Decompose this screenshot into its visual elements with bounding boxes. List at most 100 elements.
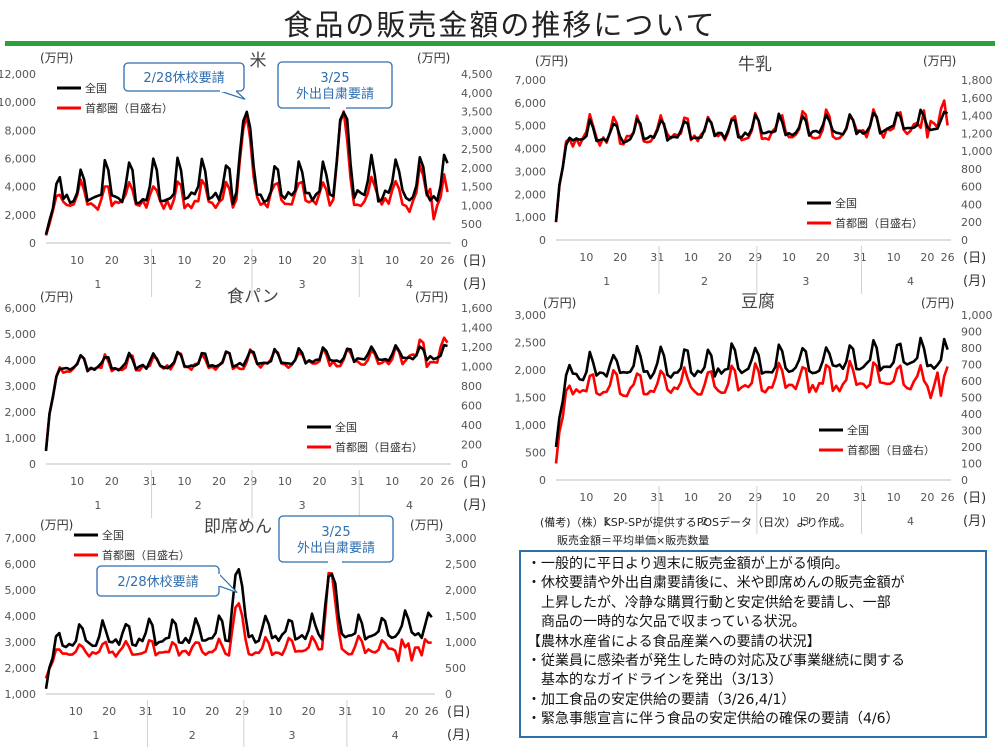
- x-tick-label: 31: [853, 251, 867, 264]
- month-label: 4: [406, 278, 413, 291]
- month-label: 2: [701, 275, 708, 288]
- y-left-tick-label: 2,000: [515, 188, 547, 201]
- x-tick-label: 10: [278, 475, 292, 488]
- x-tick-label: 29: [243, 475, 257, 488]
- series-capital-area-line: [554, 359, 949, 464]
- month-label: 2: [195, 278, 202, 291]
- tofu-chart-panel: 0 500 1,000 1,500 2,000 2,500 3,000 0 100 200 300 4…: [505, 290, 1000, 534]
- bread-chart: 0 1,000 2,000 3,000 4,000 5,000 6,000 0 200 400 60…: [5, 287, 493, 518]
- legend-label-nationwide: 全国: [847, 423, 869, 437]
- series-nationwide-line: [554, 336, 949, 448]
- legend-label-capital-area: 首都圏（目盛右）: [102, 548, 190, 562]
- x-tick-label: 20: [420, 475, 434, 488]
- y-left-unit: (万円): [543, 296, 576, 310]
- y-right-tick-label: 3,000: [461, 124, 493, 137]
- month-label: 3: [802, 275, 809, 288]
- y-right-tick-label: 1,000: [961, 309, 993, 322]
- instant-noodles-chart: 1,000 2,000 3,000 4,000 5,000 6,000 7,000 0 500 1…: [5, 515, 477, 747]
- x-tick-label: 20: [105, 475, 119, 488]
- x-tick-label: 10: [177, 254, 191, 267]
- month-label: 3: [299, 499, 306, 512]
- tofu-chart: 0 500 1,000 1,500 2,000 2,500 3,000 0 100 200 300 4…: [515, 292, 993, 534]
- legend-label-capital-area: 首都圏（目盛右）: [847, 443, 935, 457]
- y-right-unit: (万円): [923, 54, 956, 68]
- x-tick-label: 10: [172, 705, 186, 718]
- month-label: 2: [189, 729, 196, 742]
- x-tick-label: 26: [941, 491, 955, 504]
- y-left-tick-label: 6,000: [5, 558, 37, 571]
- legend-label-capital-area: 首都圏（目盛右）: [835, 216, 923, 230]
- y-right-tick-label: 500: [961, 392, 982, 405]
- y-right-tick-label: 300: [961, 425, 982, 438]
- y-left-tick-label: 12,000: [0, 68, 36, 81]
- x-tick-label: 20: [212, 254, 226, 267]
- y-right-tick-label: 200: [961, 216, 982, 229]
- y-left-tick-label: 4,000: [515, 143, 547, 156]
- y-right-tick-label: 1,000: [461, 199, 493, 212]
- x-tick-label: 10: [684, 491, 698, 504]
- y-right-tick-label: 1,200: [461, 341, 493, 354]
- y-left-tick-label: 2,000: [5, 209, 37, 222]
- x-unit-day: (日): [963, 491, 986, 506]
- y-left-tick-label: 3,000: [5, 380, 37, 393]
- y-left-tick-label: 10,000: [0, 96, 36, 109]
- y-left-unit: (万円): [40, 518, 73, 532]
- y-left-tick-label: 1,000: [5, 432, 37, 445]
- summary-line: ・従業員に感染者が発生した時の対応及び事業継続に関する: [527, 653, 905, 670]
- legend-label-capital-area: 首都圏（目盛右）: [85, 101, 173, 115]
- x-tick-label: 20: [816, 251, 830, 264]
- series-nationwide-line: [44, 567, 433, 690]
- series-capital-area-line: [44, 336, 449, 450]
- y-right-unit: (万円): [415, 290, 448, 304]
- y-left-tick-label: 1,000: [515, 211, 547, 224]
- x-tick-label: 20: [718, 251, 732, 264]
- x-unit-month: (月): [963, 514, 986, 529]
- y-right-tick-label: 0: [961, 474, 968, 487]
- x-tick-label: 10: [579, 251, 593, 264]
- summary-line: ・一般的に平日より週末に販売金額が上がる傾向。: [527, 556, 849, 572]
- y-right-tick-label: 400: [961, 198, 982, 211]
- callout-text: 外出自粛要請: [296, 87, 374, 102]
- callout-text: 3/25: [321, 525, 350, 540]
- x-tick-label: 10: [70, 254, 84, 267]
- x-tick-label: 20: [613, 491, 627, 504]
- callout-text: 2/28休校要請: [117, 574, 198, 590]
- month-label: 4: [392, 729, 399, 742]
- x-tick-label: 20: [718, 491, 732, 504]
- y-right-tick-label: 700: [961, 359, 982, 372]
- x-tick-label: 29: [243, 254, 257, 267]
- x-tick-label: 26: [441, 475, 455, 488]
- y-right-tick-label: 0: [961, 234, 968, 247]
- x-unit-month: (月): [447, 728, 470, 743]
- summary-line: 基本的なガイドラインを発出（3/13）: [527, 672, 783, 689]
- y-right-tick-label: 1,000: [461, 361, 493, 374]
- y-left-tick-label: 7,000: [5, 532, 37, 545]
- x-tick-label: 10: [70, 475, 84, 488]
- y-left-tick-label: 3,000: [5, 636, 37, 649]
- month-label: 1: [94, 499, 101, 512]
- x-tick-label: 20: [613, 251, 627, 264]
- y-right-tick-label: 500: [461, 218, 482, 231]
- x-tick-label: 20: [816, 491, 830, 504]
- y-right-tick-label: 1,600: [461, 302, 493, 315]
- x-tick-label: 20: [205, 705, 219, 718]
- y-right-tick-label: 200: [961, 441, 982, 454]
- x-tick-label: 10: [887, 251, 901, 264]
- y-right-tick-label: 2,500: [461, 143, 493, 156]
- chart-title: 牛乳: [738, 55, 772, 75]
- bread-chart-panel: 0 1,000 2,000 3,000 4,000 5,000 6,000 0 200 400 60…: [0, 287, 505, 518]
- chart-title: 即席めん: [204, 517, 272, 537]
- series-capital-area-line: [554, 99, 949, 223]
- month-label: 3: [289, 729, 296, 742]
- y-right-tick-label: 800: [961, 163, 982, 176]
- y-left-tick-label: 0: [29, 237, 36, 250]
- legend-label-nationwide: 全国: [335, 420, 357, 434]
- y-left-tick-label: 1,000: [5, 688, 37, 701]
- y-left-tick-label: 5,000: [515, 120, 547, 133]
- y-left-tick-label: 2,000: [5, 406, 37, 419]
- y-right-tick-label: 1,600: [961, 92, 993, 105]
- y-left-tick-label: 7,000: [515, 74, 547, 87]
- y-right-tick-label: 1,000: [445, 636, 477, 649]
- y-right-tick-label: 200: [461, 439, 482, 452]
- summary-line: 商品の一時的な欠品で収まっている状況。: [527, 614, 806, 631]
